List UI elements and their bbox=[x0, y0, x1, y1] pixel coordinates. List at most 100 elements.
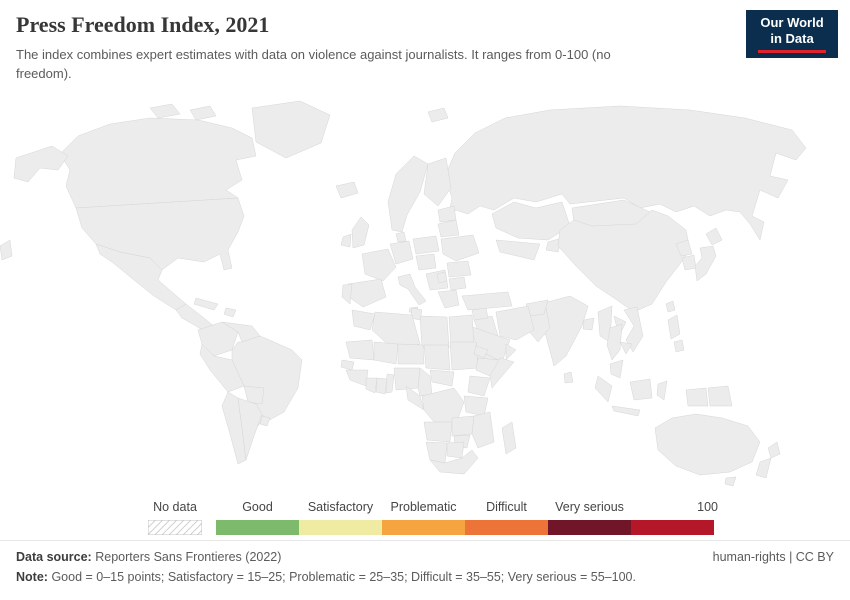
ghana-region[interactable] bbox=[375, 377, 388, 395]
kyrgyz-tajik-region[interactable] bbox=[545, 237, 563, 253]
uruguay-region[interactable] bbox=[259, 415, 271, 427]
finland-region[interactable] bbox=[423, 157, 452, 207]
license-link[interactable]: human-rights | CC BY bbox=[712, 550, 834, 564]
south-korea-region[interactable] bbox=[681, 254, 697, 271]
somalia-region[interactable] bbox=[489, 357, 515, 389]
legend-swatch-extreme[interactable] bbox=[631, 520, 714, 535]
new-zealand-region[interactable] bbox=[767, 441, 781, 459]
norway-sweden-region[interactable] bbox=[387, 155, 429, 233]
ireland-region[interactable] bbox=[340, 233, 352, 248]
serbia-region[interactable] bbox=[436, 271, 448, 284]
iceland-region[interactable] bbox=[335, 181, 359, 199]
turkey-region[interactable] bbox=[461, 291, 513, 311]
svalbard-region[interactable] bbox=[427, 107, 449, 123]
indonesia-region[interactable] bbox=[629, 378, 653, 401]
indonesia-region[interactable] bbox=[611, 405, 641, 417]
cambodia-region[interactable] bbox=[619, 341, 633, 355]
oman-region[interactable] bbox=[505, 343, 517, 361]
alaska-region[interactable] bbox=[13, 145, 69, 183]
australia-region[interactable] bbox=[724, 476, 737, 487]
tunisia-region[interactable] bbox=[410, 307, 423, 321]
philippines-region[interactable] bbox=[673, 339, 685, 353]
taiwan-region[interactable] bbox=[665, 300, 676, 313]
germany-region[interactable] bbox=[389, 240, 414, 265]
italy-region[interactable] bbox=[397, 273, 427, 306]
sri-lanka-region[interactable] bbox=[563, 371, 574, 384]
uzbek-turkmen-region[interactable] bbox=[495, 239, 541, 261]
hispaniola-region[interactable] bbox=[223, 307, 237, 318]
indonesia-region[interactable] bbox=[594, 375, 613, 403]
malaysia-region[interactable] bbox=[609, 359, 624, 379]
owid-logo[interactable]: Our World in Data bbox=[746, 10, 838, 58]
iran-region[interactable] bbox=[495, 305, 535, 341]
mali-region[interactable] bbox=[373, 341, 399, 365]
canada-region[interactable] bbox=[189, 105, 217, 121]
thailand-region[interactable] bbox=[606, 323, 623, 361]
portugal-region[interactable] bbox=[341, 283, 353, 305]
greece-region[interactable] bbox=[437, 289, 460, 309]
indonesia-region[interactable] bbox=[685, 387, 709, 407]
legend-swatch-good[interactable] bbox=[216, 520, 299, 535]
poland-region[interactable] bbox=[412, 235, 440, 255]
russia-region[interactable] bbox=[0, 239, 13, 261]
chad-region[interactable] bbox=[423, 344, 451, 371]
philippines-region[interactable] bbox=[667, 314, 681, 340]
bolivia-region[interactable] bbox=[243, 385, 265, 405]
china-region[interactable] bbox=[557, 209, 691, 313]
bulgaria-region[interactable] bbox=[448, 276, 467, 291]
guinea-region[interactable] bbox=[345, 369, 369, 387]
niger-region[interactable] bbox=[397, 343, 425, 365]
north-korea-region[interactable] bbox=[675, 239, 693, 257]
no-data-swatch[interactable] bbox=[148, 520, 202, 535]
ivory-coast-region[interactable] bbox=[365, 377, 378, 394]
angola-region[interactable] bbox=[423, 421, 453, 443]
legend-swatch-satisfactory[interactable] bbox=[299, 520, 382, 535]
tanzania-region[interactable] bbox=[463, 395, 489, 417]
morocco-region[interactable] bbox=[351, 309, 376, 331]
indonesia-region[interactable] bbox=[656, 380, 668, 401]
canada-region[interactable] bbox=[149, 103, 181, 119]
senegal-region[interactable] bbox=[340, 359, 355, 371]
ukraine-region[interactable] bbox=[440, 234, 480, 262]
kazakhstan-region[interactable] bbox=[491, 201, 571, 241]
romania-region[interactable] bbox=[446, 260, 472, 278]
baltics-region[interactable] bbox=[437, 205, 457, 223]
south-africa-region[interactable] bbox=[429, 449, 479, 475]
kenya-region[interactable] bbox=[467, 375, 491, 397]
france-region[interactable] bbox=[361, 248, 397, 282]
botswana-region[interactable] bbox=[446, 441, 465, 459]
new-zealand-region[interactable] bbox=[755, 457, 772, 479]
eritrea-region[interactable] bbox=[473, 345, 489, 359]
togo-benin-region[interactable] bbox=[385, 373, 395, 394]
iberia-region[interactable] bbox=[345, 278, 387, 308]
car-region[interactable] bbox=[429, 369, 455, 387]
peru-region[interactable] bbox=[199, 343, 245, 393]
uk-region[interactable] bbox=[351, 216, 370, 249]
argentina-region[interactable] bbox=[237, 397, 263, 461]
cuba-region[interactable] bbox=[193, 297, 219, 311]
japan-region[interactable] bbox=[694, 245, 717, 282]
mauritania-region[interactable] bbox=[345, 339, 375, 361]
zambia-region[interactable] bbox=[451, 415, 475, 437]
madagascar-region[interactable] bbox=[501, 421, 517, 455]
legend-swatch-problematic[interactable] bbox=[382, 520, 465, 535]
cameroon-region[interactable] bbox=[417, 367, 433, 397]
czech-hungary-region[interactable] bbox=[415, 253, 437, 271]
namibia-region[interactable] bbox=[425, 441, 448, 464]
japan-region[interactable] bbox=[705, 227, 723, 246]
libya-region[interactable] bbox=[419, 315, 450, 349]
russia-region[interactable] bbox=[444, 105, 807, 241]
sudan-region[interactable] bbox=[449, 341, 479, 371]
data-source-link[interactable]: Reporters Sans Frontieres (2022) bbox=[95, 550, 282, 564]
bangladesh-region[interactable] bbox=[582, 317, 595, 331]
egypt-region[interactable] bbox=[448, 314, 475, 347]
belarus-region[interactable] bbox=[437, 219, 460, 238]
vietnam-region[interactable] bbox=[623, 306, 644, 353]
syria-region[interactable] bbox=[471, 307, 489, 321]
greenland-region[interactable] bbox=[251, 100, 331, 159]
australia-region[interactable] bbox=[654, 413, 761, 476]
canada-region[interactable] bbox=[59, 117, 257, 209]
usa-region[interactable] bbox=[75, 197, 245, 271]
denmark-region[interactable] bbox=[395, 231, 407, 243]
legend-swatch-difficult[interactable] bbox=[465, 520, 548, 535]
